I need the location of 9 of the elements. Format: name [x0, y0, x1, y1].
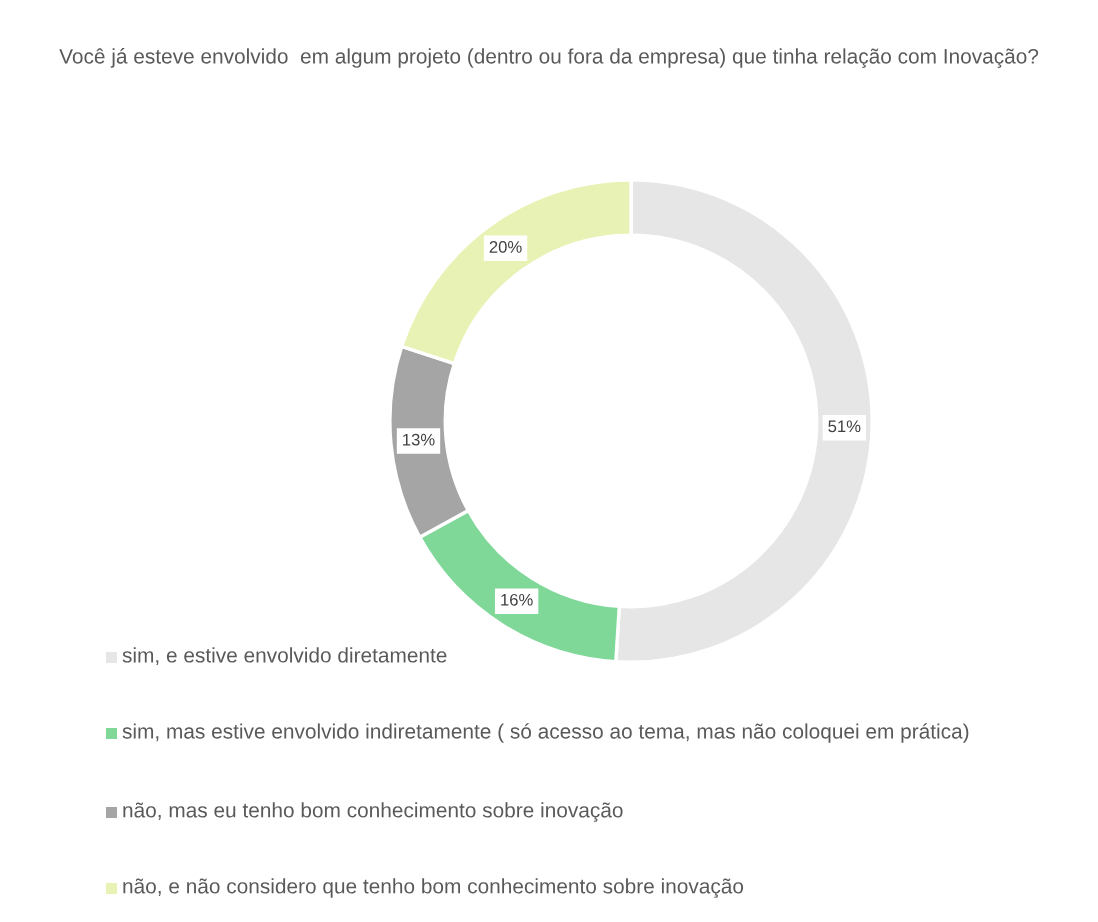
legend-label: não, mas eu tenho bom conhecimento sobre inovação [123, 802, 623, 822]
legend-label: sim, e estive envolvido diretamente [122, 647, 447, 666]
data-label: 20% [489, 240, 522, 253]
data-label: 51% [828, 420, 861, 433]
chart-title: Você já esteve envolvido em algum projeto (dentro ou fora da empresa) que tinha relação com Inovação? [59, 48, 1039, 68]
data-label: 16% [501, 593, 533, 606]
legend-label: não, e não considero que tenho bom conhecimento sobre inovação [123, 878, 744, 898]
data-label: 13% [403, 433, 435, 446]
legend-label: sim, mas estive envolvido indiretamente ( só acesso ao tema, mas não coloquei em prática) [122, 723, 969, 743]
